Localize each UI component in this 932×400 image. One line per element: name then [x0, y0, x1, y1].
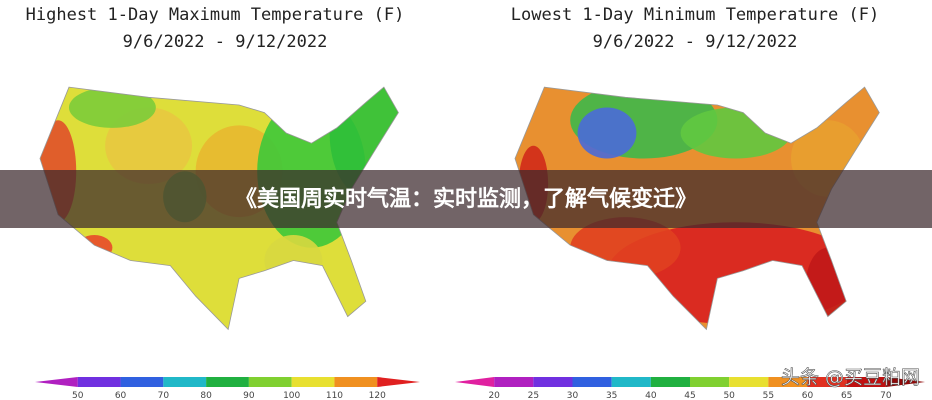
colorbar-end	[377, 377, 420, 387]
map-outline	[514, 86, 880, 331]
colorbar-label: 50	[723, 391, 735, 400]
colorbar-segment	[248, 377, 292, 387]
temp-region	[68, 87, 156, 128]
colorbar-label: 100	[283, 391, 300, 400]
colorbar-label: 90	[243, 391, 255, 400]
right-dates: 9/6/2022 - 9/12/2022	[593, 32, 798, 52]
colorbar-label: 120	[369, 391, 386, 400]
colorbar-end	[35, 377, 78, 387]
colorbar-segment	[768, 377, 808, 387]
temp-region	[577, 107, 637, 159]
colorbar-segment	[494, 377, 534, 387]
colorbar-segment	[206, 377, 249, 387]
colorbar-segment	[729, 377, 769, 387]
colorbar-segment	[163, 377, 207, 387]
colorbar-end	[455, 377, 495, 387]
colorbar-segment	[690, 377, 730, 387]
colorbar-segment	[77, 377, 121, 387]
colorbar-segment	[291, 377, 335, 387]
colorbar-label: 80	[200, 391, 212, 400]
colorbar-segment	[611, 377, 651, 387]
colorbars: 50 60 70 80 90 100 110 120 20 25 30 35 40 45 50 55 60 65 7…	[35, 377, 925, 400]
colorbar-segment	[533, 377, 573, 387]
colorbar-label: 70	[158, 391, 170, 400]
colorbar-label: 30	[567, 391, 579, 400]
banner-title: 《美国周实时气温：实时监测，了解气候变迁》	[235, 186, 697, 212]
colorbar-label: 65	[841, 391, 852, 400]
colorbar-label: 40	[645, 391, 657, 400]
colorbar-label: 25	[528, 391, 539, 400]
colorbar-label: 110	[326, 391, 343, 400]
colorbar-label: 70	[880, 391, 892, 400]
colorbar-segment	[846, 377, 886, 387]
watermark: 头条 @买豆粕网	[781, 367, 920, 389]
left-dates: 9/6/2022 - 9/12/2022	[123, 32, 328, 52]
colorbar-end	[885, 377, 925, 387]
banner-band	[0, 170, 932, 228]
colorbar-label: 50	[72, 391, 84, 400]
right-title: Lowest 1-Day Minimum Temperature (F)	[511, 5, 879, 25]
colorbar-segment	[572, 377, 612, 387]
colorbar-segment	[334, 377, 378, 387]
colorbar-label: 60	[802, 391, 814, 400]
colorbar-label: 60	[115, 391, 127, 400]
colorbar-segment	[120, 377, 164, 387]
left-title: Highest 1-Day Maximum Temperature (F)	[26, 5, 405, 25]
colorbar-segment	[650, 377, 690, 387]
colorbar-label: 45	[684, 391, 695, 400]
colorbar-label: 20	[488, 391, 500, 400]
colorbar-segment	[807, 377, 847, 387]
colorbar-label: 35	[606, 391, 617, 400]
colorbar-label: 55	[763, 391, 774, 400]
map-outline	[39, 86, 399, 331]
